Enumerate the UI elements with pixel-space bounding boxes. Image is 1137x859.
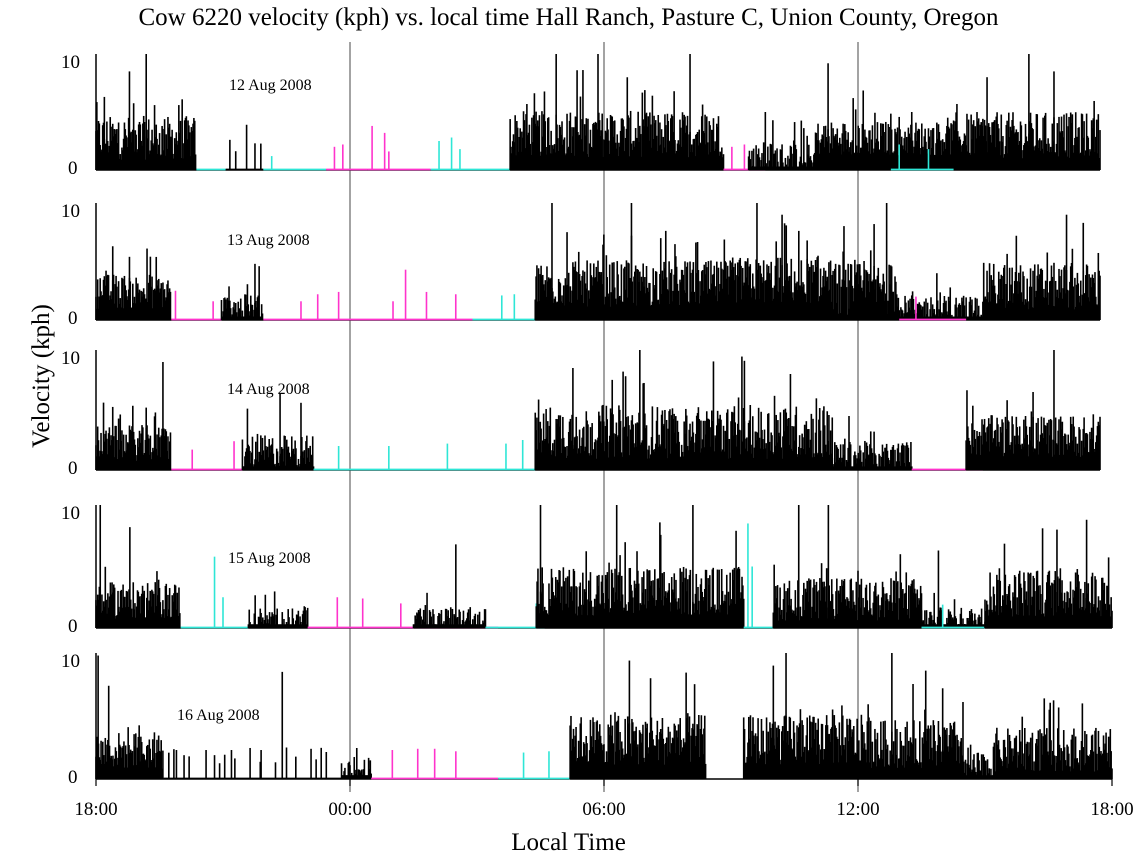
segment-active (225, 124, 264, 171)
segment-active (412, 544, 487, 629)
segment-active (95, 655, 164, 780)
segment-active (509, 54, 725, 171)
y-tick-label: 10 (61, 52, 80, 73)
segment-active (731, 203, 834, 321)
x-axis-label: Local Time (511, 829, 626, 856)
segment-active (340, 748, 372, 780)
segment-active (95, 505, 181, 629)
segment-magenta (171, 290, 222, 321)
x-tick-label: 18:00 (1090, 799, 1133, 820)
segment-magenta (347, 269, 473, 321)
y-tick-label: 0 (68, 158, 78, 179)
segment-active (534, 203, 733, 321)
segment-magenta (371, 748, 499, 780)
velocity-chart: 10 0 12 Aug 2008 10 0 13 Aug 2008 10 0 14 Aug 20… (61, 42, 1134, 820)
segment-cyan (430, 137, 511, 171)
segment-cyan (498, 751, 571, 780)
segment-active (742, 653, 872, 780)
segment-active (920, 550, 986, 629)
panel-date-label: 13 Aug 2008 (227, 232, 310, 249)
segment-magenta (367, 125, 431, 171)
segment-cyan (180, 556, 249, 629)
x-tick-label: 18:00 (74, 799, 117, 820)
segment-active (95, 246, 172, 321)
segment-cyan (263, 156, 327, 171)
panel-0: 10 0 12 Aug 2008 (61, 52, 1101, 179)
panel-date-label: 16 Aug 2008 (177, 707, 260, 724)
segment-magenta (263, 291, 347, 321)
segment-cyan (921, 604, 985, 629)
segment-magenta (326, 144, 368, 171)
chart-title: Cow 6220 velocity (kph) vs. local time H… (138, 4, 999, 31)
x-tick-label: 06:00 (582, 799, 625, 820)
segment-active (535, 505, 745, 629)
segment-cyan (890, 144, 954, 171)
segment-active (831, 203, 901, 321)
segment-active (772, 505, 923, 629)
panel-1: 10 0 13 Aug 2008 (61, 201, 1101, 329)
segment-cyan (472, 294, 536, 321)
x-tick-label: 00:00 (328, 799, 371, 820)
segment-magenta (899, 296, 967, 321)
panel-date-label: 14 Aug 2008 (227, 381, 310, 398)
y-tick-label: 0 (68, 308, 78, 329)
segment-active (747, 112, 817, 171)
segment-active (965, 350, 1101, 471)
segment-active (95, 362, 172, 471)
panel-date-label: 12 Aug 2008 (229, 77, 312, 94)
panel-2: 10 0 14 Aug 2008 (61, 348, 1101, 479)
segment-magenta (171, 441, 243, 471)
segment-active (220, 263, 264, 321)
segment-active (965, 54, 1101, 171)
segment-active (569, 660, 707, 780)
segment-active (984, 519, 1113, 629)
segment-active (898, 273, 984, 321)
panel-date-label: 15 Aug 2008 (228, 550, 311, 567)
segment-active (869, 653, 965, 780)
segment-active (247, 591, 309, 629)
y-tick-label: 0 (68, 616, 78, 637)
segment-active (95, 54, 197, 171)
segment-active (241, 393, 315, 471)
segment-cyan (743, 523, 774, 629)
segment-active (534, 350, 834, 471)
segment-active (963, 744, 995, 780)
segment-active (814, 63, 967, 171)
segment-cyan (313, 440, 536, 471)
y-tick-label: 10 (61, 348, 80, 369)
y-tick-label: 0 (68, 767, 78, 788)
x-tick-label: 12:00 (836, 799, 879, 820)
y-tick-label: 10 (61, 503, 80, 524)
panel-3: 10 0 15 Aug 2008 (61, 503, 1113, 637)
segment-active (982, 214, 1101, 321)
segment-active (831, 416, 913, 471)
y-tick-label: 0 (68, 458, 78, 479)
y-tick-label: 10 (61, 651, 80, 672)
segment-active (992, 698, 1113, 780)
segment-active (163, 671, 342, 780)
panel-4: 10 0 16 Aug 2008 (61, 651, 1113, 788)
y-tick-label: 10 (61, 201, 80, 222)
